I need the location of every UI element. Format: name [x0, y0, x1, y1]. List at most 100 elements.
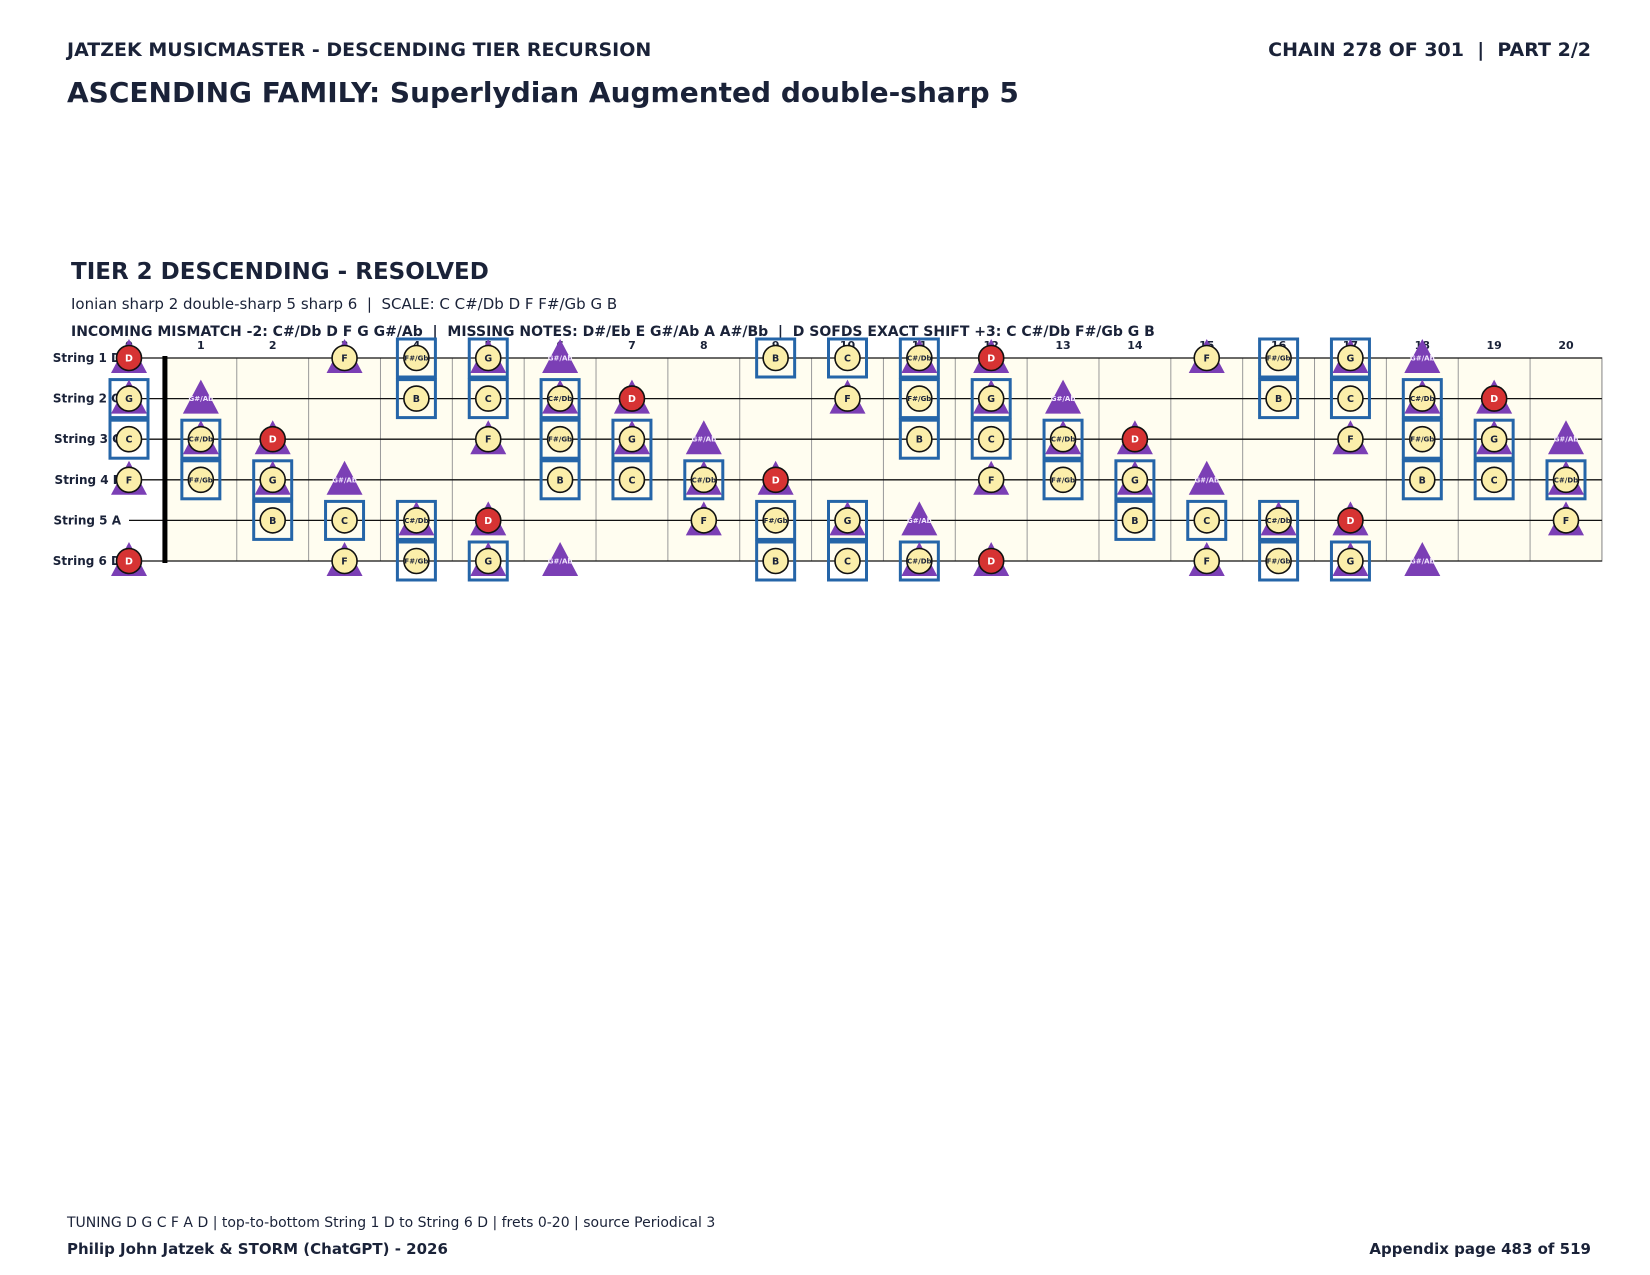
shift-box — [467, 378, 509, 420]
fret-note: C — [1473, 459, 1515, 501]
note-circle — [259, 507, 287, 534]
note-label: B — [772, 557, 779, 568]
fret-note: F — [1188, 339, 1225, 373]
note-label: D — [987, 557, 995, 568]
fret-note: C — [827, 337, 868, 379]
note-label: D — [987, 354, 995, 365]
note-label: G — [987, 394, 995, 405]
note-circle — [1049, 425, 1077, 453]
shift-box — [827, 337, 868, 379]
fret-note: C#/Db — [180, 418, 222, 460]
note-label: F — [126, 475, 133, 486]
note-circle — [1121, 507, 1149, 534]
note-label: D — [628, 394, 636, 405]
note-label: F — [1204, 354, 1211, 365]
note-circle — [115, 466, 143, 494]
note-label: F#/Gb — [404, 355, 428, 363]
fret-note: C — [324, 499, 366, 541]
fret-note: D — [254, 420, 291, 455]
note-circle — [1265, 507, 1292, 534]
shift-box — [1186, 499, 1228, 541]
fret-note: C — [970, 418, 1012, 460]
fret-note: F — [1188, 542, 1225, 576]
note-label: C — [844, 557, 851, 568]
fret-number: 8 — [700, 339, 708, 352]
string-label: String 1 D — [53, 351, 121, 365]
fret-note: B — [395, 378, 437, 420]
note-circle — [977, 425, 1005, 453]
note-circle — [546, 466, 574, 494]
note-label: C#/Db — [1266, 517, 1290, 525]
fret-note: G#/Ab — [542, 339, 579, 373]
fret-note: G#/Ab — [901, 501, 938, 536]
fret-note: C — [467, 378, 509, 420]
fret-note: G#/Ab — [1404, 542, 1441, 576]
fret-note: C#/Db — [683, 459, 725, 501]
shift-box — [1258, 540, 1300, 582]
note-circle — [690, 466, 718, 494]
fret-note: G — [108, 378, 150, 420]
note-circle — [690, 507, 718, 534]
note-markers: D F F#/Gb G G#/Ab B C C#/Db D F F#/Gb G G#/Ab G G#/Ab B… — [108, 337, 1587, 582]
note-label: C#/Db — [1051, 436, 1075, 444]
series-title: JATZEK MUSICMASTER - DESCENDING TIER REC… — [65, 39, 651, 61]
note-label: C — [1203, 516, 1210, 527]
note-label: G — [125, 394, 133, 405]
section-subtitle: Ionian sharp 2 double-sharp 5 sharp 6 | … — [71, 295, 617, 313]
fret-note: F — [829, 379, 866, 414]
note-label: G — [628, 435, 636, 446]
shift-box — [898, 418, 940, 460]
shift-box — [755, 499, 797, 541]
fret-note: D — [1332, 501, 1369, 536]
fret-note: B — [1258, 378, 1300, 420]
note-label: F#/Gb — [1051, 476, 1075, 484]
fret-note: F#/Gb — [1401, 418, 1443, 460]
note-circle — [1337, 385, 1364, 412]
note-circle — [474, 385, 502, 412]
fret-number: 20 — [1558, 339, 1574, 352]
note-label: D — [269, 435, 277, 446]
shift-box — [539, 459, 581, 501]
root-circle — [115, 344, 143, 372]
note-label: F#/Gb — [764, 517, 788, 525]
note-label: F#/Gb — [189, 476, 213, 484]
fret-note: D — [973, 339, 1010, 373]
note-circle — [115, 425, 143, 453]
note-circle — [331, 547, 358, 575]
shift-box — [611, 459, 653, 501]
note-label: F#/Gb — [548, 436, 572, 444]
root-circle — [1337, 507, 1364, 534]
fret-number: 1 — [197, 339, 205, 352]
note-circle — [1552, 466, 1580, 494]
note-label: C#/Db — [548, 395, 572, 403]
fret-note: C — [1329, 378, 1371, 420]
note-circle — [546, 425, 574, 453]
note-label: B — [772, 354, 779, 365]
shift-box — [1473, 459, 1515, 501]
note-circle — [834, 507, 861, 534]
fret-note: C — [108, 418, 150, 460]
note-circle — [1121, 466, 1149, 494]
root-circle — [762, 466, 789, 494]
note-label: C — [988, 435, 995, 446]
note-circle — [834, 547, 861, 575]
note-circle — [906, 344, 933, 372]
fret-note: D — [111, 339, 147, 373]
fret-note: F — [326, 339, 363, 373]
note-label: G — [484, 557, 492, 568]
fret-note: F#/Gb — [898, 378, 940, 420]
note-label: C#/Db — [1554, 476, 1578, 484]
note-label: B — [1275, 394, 1282, 405]
fret-note: D — [973, 542, 1010, 576]
fret-note: G — [1329, 540, 1371, 582]
note-label: F — [341, 557, 348, 568]
note-circle — [762, 547, 789, 575]
mismatch-triangle — [182, 379, 219, 414]
note-circle — [906, 547, 933, 575]
shift-box — [1258, 378, 1300, 420]
note-circle — [1265, 344, 1292, 372]
note-label: F — [1204, 557, 1211, 568]
fret-number: 13 — [1055, 339, 1070, 352]
fret-note: F#/Gb — [1258, 337, 1300, 379]
